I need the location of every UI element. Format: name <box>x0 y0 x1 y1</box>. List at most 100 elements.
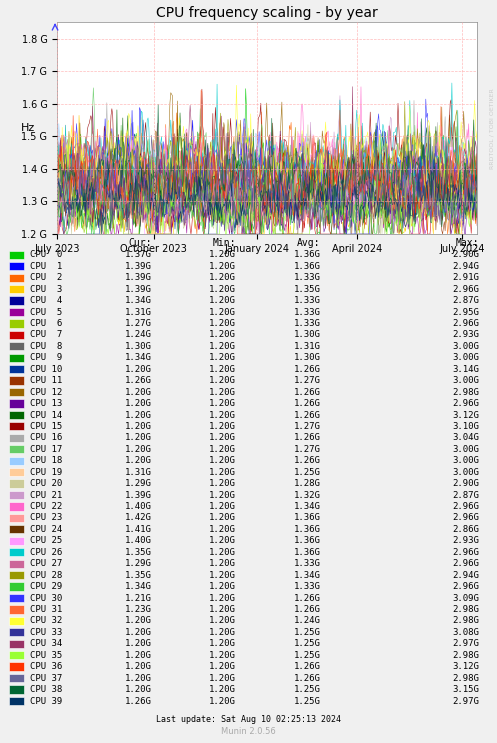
Text: 1.20G: 1.20G <box>125 651 152 660</box>
Text: 1.28G: 1.28G <box>294 479 321 488</box>
Text: 1.36G: 1.36G <box>294 513 321 522</box>
Text: 1.31G: 1.31G <box>294 342 321 351</box>
Text: 1.20G: 1.20G <box>125 685 152 694</box>
Text: 1.33G: 1.33G <box>294 296 321 305</box>
Text: CPU 38: CPU 38 <box>30 685 62 694</box>
Text: CPU 16: CPU 16 <box>30 433 62 442</box>
Text: CPU  7: CPU 7 <box>30 331 62 340</box>
Text: 1.36G: 1.36G <box>294 548 321 557</box>
Text: 2.96G: 2.96G <box>453 502 480 511</box>
Text: RRDTOOL / TOBI OETIKER: RRDTOOL / TOBI OETIKER <box>490 88 495 169</box>
Text: 1.36G: 1.36G <box>294 525 321 534</box>
Text: 1.26G: 1.26G <box>294 674 321 683</box>
Text: Last update: Sat Aug 10 02:25:13 2024: Last update: Sat Aug 10 02:25:13 2024 <box>156 715 341 724</box>
Text: 2.87G: 2.87G <box>453 490 480 499</box>
Text: 1.20G: 1.20G <box>209 445 236 454</box>
Text: 1.27G: 1.27G <box>125 319 152 328</box>
Text: CPU 30: CPU 30 <box>30 594 62 603</box>
Text: 1.33G: 1.33G <box>294 582 321 591</box>
Text: 1.20G: 1.20G <box>209 605 236 614</box>
Text: CPU 20: CPU 20 <box>30 479 62 488</box>
Text: 1.20G: 1.20G <box>209 525 236 534</box>
Text: 1.20G: 1.20G <box>209 582 236 591</box>
Text: CPU 15: CPU 15 <box>30 422 62 431</box>
Text: 3.12G: 3.12G <box>453 662 480 671</box>
Text: 2.96G: 2.96G <box>453 548 480 557</box>
Text: 1.20G: 1.20G <box>209 571 236 580</box>
Text: 2.91G: 2.91G <box>453 273 480 282</box>
Text: 2.90G: 2.90G <box>453 479 480 488</box>
Text: 1.20G: 1.20G <box>209 342 236 351</box>
Text: 1.26G: 1.26G <box>294 365 321 374</box>
Text: CPU 19: CPU 19 <box>30 468 62 477</box>
Text: CPU 35: CPU 35 <box>30 651 62 660</box>
Text: 2.94G: 2.94G <box>453 571 480 580</box>
Text: 2.93G: 2.93G <box>453 331 480 340</box>
Text: 1.25G: 1.25G <box>294 468 321 477</box>
Text: CPU 13: CPU 13 <box>30 399 62 408</box>
Text: 1.26G: 1.26G <box>294 662 321 671</box>
Text: 1.36G: 1.36G <box>294 262 321 270</box>
Text: 3.14G: 3.14G <box>453 365 480 374</box>
Text: 1.26G: 1.26G <box>294 456 321 465</box>
Text: Munin 2.0.56: Munin 2.0.56 <box>221 727 276 736</box>
Text: CPU  3: CPU 3 <box>30 285 62 293</box>
Text: 2.98G: 2.98G <box>453 605 480 614</box>
Text: 1.25G: 1.25G <box>294 696 321 706</box>
Text: 1.24G: 1.24G <box>125 331 152 340</box>
Text: CPU 37: CPU 37 <box>30 674 62 683</box>
Text: 1.20G: 1.20G <box>209 559 236 568</box>
Text: 1.20G: 1.20G <box>209 433 236 442</box>
Text: CPU 21: CPU 21 <box>30 490 62 499</box>
Text: 3.10G: 3.10G <box>453 422 480 431</box>
Text: 1.26G: 1.26G <box>294 605 321 614</box>
Text: CPU 18: CPU 18 <box>30 456 62 465</box>
Text: 1.34G: 1.34G <box>125 582 152 591</box>
Text: 1.20G: 1.20G <box>209 594 236 603</box>
Text: 3.00G: 3.00G <box>453 354 480 363</box>
Text: 2.96G: 2.96G <box>453 582 480 591</box>
Text: 1.20G: 1.20G <box>209 685 236 694</box>
Text: 1.20G: 1.20G <box>209 399 236 408</box>
Title: CPU frequency scaling - by year: CPU frequency scaling - by year <box>156 6 378 20</box>
Text: 1.39G: 1.39G <box>125 285 152 293</box>
Text: 1.26G: 1.26G <box>294 594 321 603</box>
Text: 2.98G: 2.98G <box>453 674 480 683</box>
Text: CPU 33: CPU 33 <box>30 628 62 637</box>
Text: 1.31G: 1.31G <box>125 468 152 477</box>
Text: 1.34G: 1.34G <box>294 502 321 511</box>
Text: 1.20G: 1.20G <box>209 628 236 637</box>
Text: 3.08G: 3.08G <box>453 628 480 637</box>
Text: 1.33G: 1.33G <box>294 559 321 568</box>
Text: 1.33G: 1.33G <box>294 308 321 317</box>
Text: 1.20G: 1.20G <box>125 411 152 420</box>
Text: CPU 31: CPU 31 <box>30 605 62 614</box>
Text: 1.20G: 1.20G <box>209 365 236 374</box>
Text: CPU  0: CPU 0 <box>30 250 62 259</box>
Text: 1.25G: 1.25G <box>294 685 321 694</box>
Text: CPU 26: CPU 26 <box>30 548 62 557</box>
Text: 2.94G: 2.94G <box>453 262 480 270</box>
Text: 1.24G: 1.24G <box>294 617 321 626</box>
Text: 1.29G: 1.29G <box>125 559 152 568</box>
Text: 1.20G: 1.20G <box>125 674 152 683</box>
Text: 1.26G: 1.26G <box>125 376 152 385</box>
Text: 2.97G: 2.97G <box>453 696 480 706</box>
Text: 1.20G: 1.20G <box>209 262 236 270</box>
Text: CPU 29: CPU 29 <box>30 582 62 591</box>
Text: Avg:: Avg: <box>297 239 321 248</box>
Text: Min:: Min: <box>213 239 236 248</box>
Text: 1.27G: 1.27G <box>294 445 321 454</box>
Text: 3.12G: 3.12G <box>453 411 480 420</box>
Text: 1.39G: 1.39G <box>125 262 152 270</box>
Text: 1.41G: 1.41G <box>125 525 152 534</box>
Text: 1.20G: 1.20G <box>209 651 236 660</box>
Text: 1.30G: 1.30G <box>294 331 321 340</box>
Text: CPU 36: CPU 36 <box>30 662 62 671</box>
Text: 1.20G: 1.20G <box>125 662 152 671</box>
Text: 2.98G: 2.98G <box>453 388 480 397</box>
Text: CPU 28: CPU 28 <box>30 571 62 580</box>
Text: 1.40G: 1.40G <box>125 536 152 545</box>
Text: CPU  4: CPU 4 <box>30 296 62 305</box>
Text: 3.00G: 3.00G <box>453 456 480 465</box>
